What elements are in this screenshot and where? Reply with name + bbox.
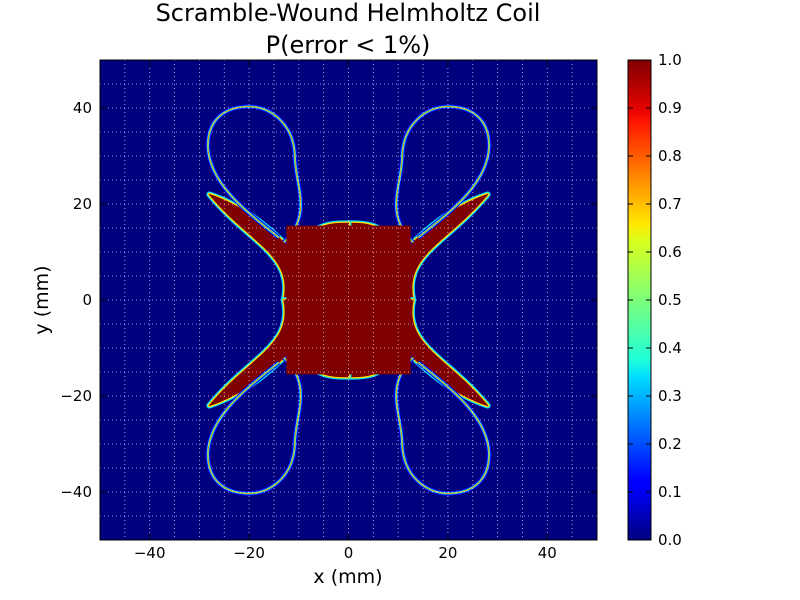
y-tick-label: 0 xyxy=(82,291,92,309)
x-tick-label: 0 xyxy=(344,544,354,562)
colorbar-ticks: 0.0 0.1 0.2 0.3 0.4 0.5 0.6 0.7 0.8 0.9 1.0 xyxy=(628,51,682,549)
colorbar-tick-label: 0.4 xyxy=(658,339,682,357)
heat-region xyxy=(205,104,492,496)
x-axis-ticks: −40 −20 0 20 40 xyxy=(134,60,557,562)
grid-lines xyxy=(100,60,597,540)
x-tick-label: 20 xyxy=(438,544,457,562)
chart-subtitle: P(error < 1%) xyxy=(266,31,431,59)
colorbar-tick-label: 0.5 xyxy=(658,291,682,309)
colorbar-tick-label: 1.0 xyxy=(658,51,682,69)
colorbar: 0.0 0.1 0.2 0.3 0.4 0.5 0.6 0.7 0.8 0.9 1.0 xyxy=(627,51,682,549)
y-axis-ticks: −40 −20 0 20 40 xyxy=(60,99,597,501)
colorbar-tick-label: 0.8 xyxy=(658,147,682,165)
x-axis-label: x (mm) xyxy=(313,566,382,588)
chart-title: Scramble-Wound Helmholtz Coil xyxy=(156,0,541,27)
colorbar-tick-label: 0.9 xyxy=(658,99,682,117)
colorbar-tick-label: 0.0 xyxy=(658,531,682,549)
colorbar-tick-label: 0.6 xyxy=(658,243,682,261)
y-tick-label: 20 xyxy=(73,195,92,213)
x-tick-label: −40 xyxy=(134,544,166,562)
y-axis-label: y (mm) xyxy=(31,265,53,334)
x-tick-label: −20 xyxy=(233,544,265,562)
y-tick-label: −40 xyxy=(60,483,92,501)
y-tick-label: 40 xyxy=(73,99,92,117)
plot-area: −40 −20 0 20 40 −40 −20 0 20 40 xyxy=(60,59,598,562)
x-tick-label: 40 xyxy=(538,544,557,562)
colorbar-tick-label: 0.2 xyxy=(658,435,682,453)
colorbar-tick-label: 0.7 xyxy=(658,195,682,213)
y-tick-label: −20 xyxy=(60,387,92,405)
colorbar-tick-label: 0.1 xyxy=(658,483,682,501)
colorbar-tick-label: 0.3 xyxy=(658,387,682,405)
